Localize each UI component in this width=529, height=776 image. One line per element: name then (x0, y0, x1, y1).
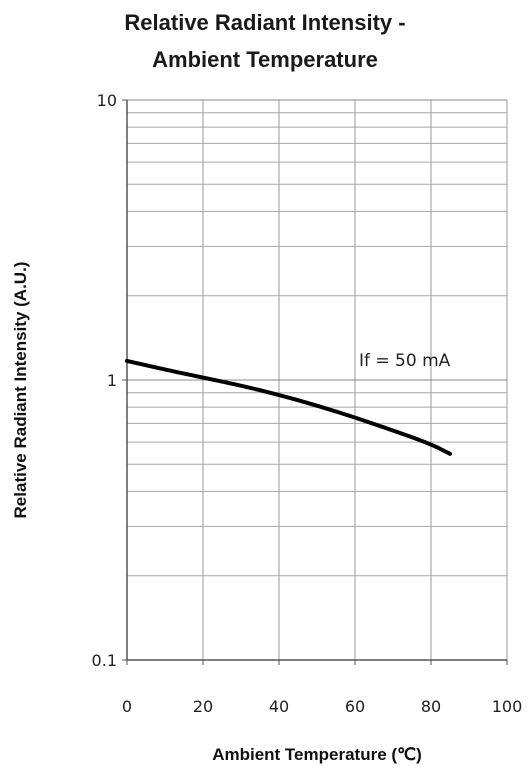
x-tick-label: 80 (421, 697, 441, 716)
grid (127, 99, 508, 660)
y-tick-label: 10 (97, 91, 117, 110)
tick-labels: 0 20 40 60 80 100 0.1 1 10 (92, 91, 523, 716)
x-tick-label: 20 (193, 697, 213, 716)
x-tick-label: 100 (492, 697, 523, 716)
x-tick-label: 0 (122, 697, 132, 716)
y-tick-label: 0.1 (92, 651, 117, 670)
chart-title-line-1: Relative Radiant Intensity - (124, 10, 405, 35)
x-tick-label: 60 (345, 697, 365, 716)
y-axis-label: Relative Radiant Intensity (A.U.) (11, 262, 30, 519)
series-line (125, 358, 452, 456)
y-tick-label: 1 (107, 371, 117, 390)
x-axis-label: Ambient Temperature (℃) (212, 745, 422, 764)
x-tick-label: 40 (269, 697, 289, 716)
chart-title-line-2: Ambient Temperature (152, 47, 378, 72)
annotation-label: If = 50 mA (359, 351, 451, 371)
